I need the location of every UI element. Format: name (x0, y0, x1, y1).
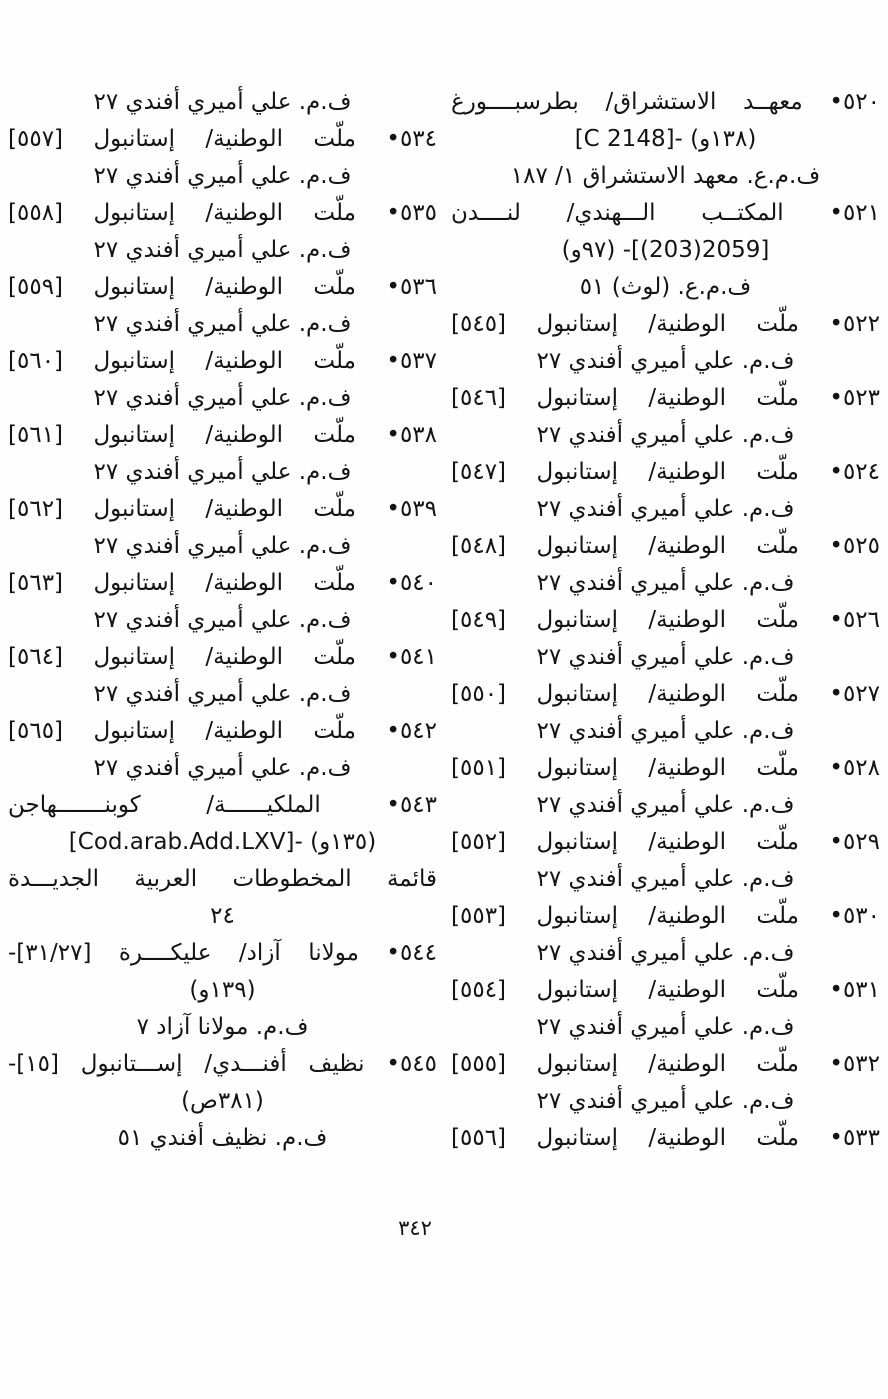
entry-heading-line: ٥٢٤• ملّت الوطنية/ إستانبول [٥٤٧] (451, 459, 880, 485)
entry-heading-line: ٥٢٥• ملّت الوطنية/ إستانبول [٥٤٨] (451, 533, 880, 559)
reference-line: ف.م. علي أميري أفندي ٢٧ (93, 681, 352, 707)
entry-heading-line: ٥٤٣• الملكيــــــة/ كوبنـــــــهاجن (8, 792, 437, 818)
reference-line: (٣٨١ص) (181, 1088, 264, 1114)
reference-line: ف.م. علي أميري أفندي ٢٧ (93, 533, 352, 559)
entry-heading-line: ٥٣٥• ملّت الوطنية/ إستانبول [٥٥٨] (8, 200, 437, 226)
reference-line: ف.م. علي أميري أفندي ٢٧ (536, 866, 795, 892)
entry-heading-line: ٥٣٨• ملّت الوطنية/ إستانبول [٥٦١] (8, 422, 437, 448)
reference-line: ف.م. علي أميري أفندي ٢٧ (536, 644, 795, 670)
reference-line: ف.م. علي أميري أفندي ٢٧ (93, 385, 352, 411)
reference-line: ف.م. علي أميري أفندي ٢٧ (536, 1088, 795, 1114)
entry-heading-line: ٥٣١• ملّت الوطنية/ إستانبول [٥٥٤] (451, 977, 880, 1003)
entry-heading-line: ٥٤١• ملّت الوطنية/ إستانبول [٥٦٤] (8, 644, 437, 670)
reference-line: ف.م. علي أميري أفندي ٢٧ (93, 755, 352, 781)
reference-line: ف.م. نظيف أفندي ٥١ (117, 1125, 328, 1151)
reference-line: ف.م. علي أميري أفندي ٢٧ (536, 718, 795, 744)
reference-line: ف.م. علي أميري أفندي ٢٧ (93, 163, 352, 189)
reference-line: ف.م.ع. معهد الاستشراق ١/ ١٨٧ (510, 163, 821, 189)
column-right: ٥٢٠• معهــد الاستشراق/ بطرسبــــورغ [C 21… (451, 84, 880, 1157)
entry-heading-line: ٥٣٤• ملّت الوطنية/ إستانبول [٥٥٧] (8, 126, 437, 152)
entry-heading-line: ٥٢٦• ملّت الوطنية/ إستانبول [٥٤٩] (451, 607, 880, 633)
reference-line: ف.م. مولانا آزاد ٧ (136, 1014, 309, 1040)
entry-heading-line: ٥٤٤• مولانا آزاد/ عليكــــرة [٣١/٢٧]- (8, 940, 437, 966)
reference-line: ف.م. علي أميري أفندي ٢٧ (536, 940, 795, 966)
column-left: ف.م. علي أميري أفندي ٢٧ ٥٣٤• ملّت الوطنية… (8, 84, 437, 1157)
reference-line: ف.م. علي أميري أفندي ٢٧ (536, 422, 795, 448)
reference-line: ف.م. علي أميري أفندي ٢٧ (93, 89, 352, 115)
page-number: ٣٤٢ (398, 1216, 432, 1240)
entry-heading-line: ٥٤٠• ملّت الوطنية/ إستانبول [٥٦٣] (8, 570, 437, 596)
reference-line: ف.م. علي أميري أفندي ٢٧ (536, 348, 795, 374)
reference-line: ف.م. علي أميري أفندي ٢٧ (93, 607, 352, 633)
entry-heading-line: ٥٣٧• ملّت الوطنية/ إستانبول [٥٦٠] (8, 348, 437, 374)
reference-line: [2059(203)]- (٩٧و) (561, 237, 770, 263)
reference-line: (١٣٩و) (189, 977, 256, 1003)
entry-heading-line: ٥٣٩• ملّت الوطنية/ إستانبول [٥٦٢] (8, 496, 437, 522)
catalog-text-block: ٥٢٠• معهــد الاستشراق/ بطرسبــــورغ [C 21… (8, 84, 880, 1157)
entry-heading-line: ٥٣٠• ملّت الوطنية/ إستانبول [٥٥٣] (451, 903, 880, 929)
entry-heading-line: ٥٢١• المكتــب الـــهندي/ لنــــدن (451, 200, 880, 226)
reference-line: ف.م. علي أميري أفندي ٢٧ (536, 496, 795, 522)
entry-heading-line: ٥٢٧• ملّت الوطنية/ إستانبول [٥٥٠] (451, 681, 880, 707)
entry-heading-line: ٥٢٢• ملّت الوطنية/ إستانبول [٥٤٥] (451, 311, 880, 337)
entry-heading-line: ٥٢٨• ملّت الوطنية/ إستانبول [٥٥١] (451, 755, 880, 781)
reference-line: ف.م.ع. (لوث) ٥١ (579, 274, 752, 300)
entry-heading-line: قائمة المخطوطات العربية الجديـــدة (8, 866, 437, 892)
reference-line: ف.م. علي أميري أفندي ٢٧ (536, 792, 795, 818)
reference-line: ٢٤ (210, 903, 235, 929)
entry-heading-line: ٥٢٣• ملّت الوطنية/ إستانبول [٥٤٦] (451, 385, 880, 411)
entry-heading-line: ٥٢٠• معهــد الاستشراق/ بطرسبــــورغ (451, 89, 880, 115)
entry-heading-line: ٥٢٩• ملّت الوطنية/ إستانبول [٥٥٢] (451, 829, 880, 855)
reference-line: ف.م. علي أميري أفندي ٢٧ (93, 311, 352, 337)
reference-line: ف.م. علي أميري أفندي ٢٧ (536, 570, 795, 596)
reference-line: [Cod.arab.Add.LXV]- (١٣٥و) (68, 829, 377, 855)
entry-heading-line: ٥٤٢• ملّت الوطنية/ إستانبول [٥٦٥] (8, 718, 437, 744)
reference-line: ف.م. علي أميري أفندي ٢٧ (93, 237, 352, 263)
entry-heading-line: ٥٣٣• ملّت الوطنية/ إستانبول [٥٥٦] (451, 1125, 880, 1151)
entry-heading-line: ٥٣٢• ملّت الوطنية/ إستانبول [٥٥٥] (451, 1051, 880, 1077)
entry-heading-line: ٥٣٦• ملّت الوطنية/ إستانبول [٥٥٩] (8, 274, 437, 300)
reference-line: [C 2148]- (١٣٨و) (574, 126, 757, 152)
reference-line: ف.م. علي أميري أفندي ٢٧ (93, 459, 352, 485)
reference-line: ف.م. علي أميري أفندي ٢٧ (536, 1014, 795, 1040)
entry-heading-line: ٥٤٥• نظيف أفنـــدي/ إســـتانبول [١٥]- (8, 1051, 437, 1077)
